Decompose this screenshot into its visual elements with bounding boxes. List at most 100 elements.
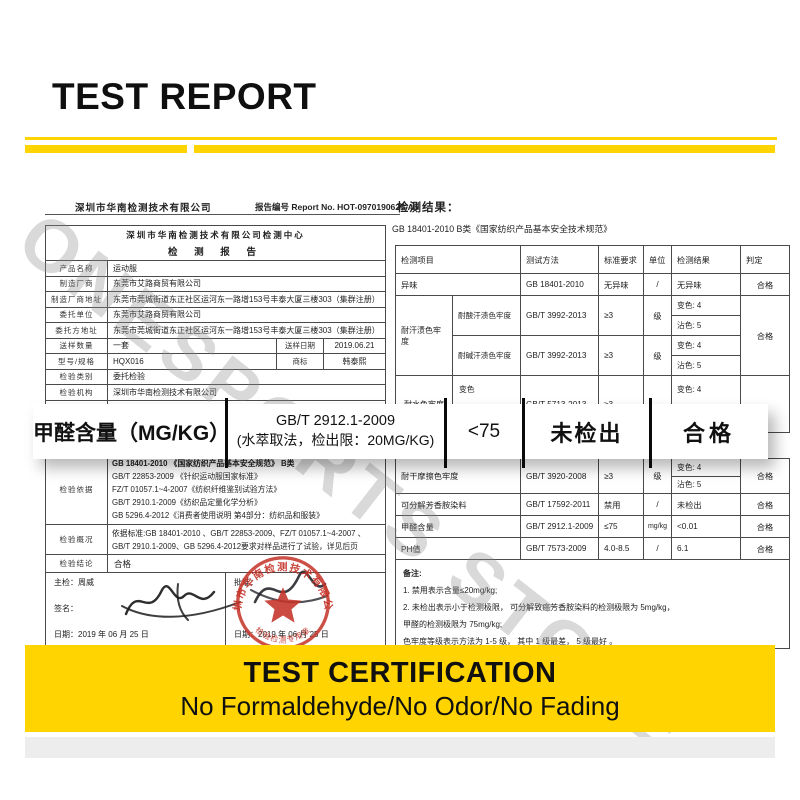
method: GB/T 3992-2013	[521, 336, 599, 375]
sign-label: 签名：	[54, 604, 78, 613]
method: GB 18401-2010	[521, 274, 599, 295]
group-subrows: 耐酸汗渍色牢度 GB/T 3992-2013 ≥3 级 变色: 4 沾色: 5 …	[453, 296, 741, 375]
banner-divider	[225, 398, 228, 468]
notes: 备注: 1. 禁用表示含量≤20mg/kg; 2. 未检出表示小于检测极限， 可…	[396, 560, 789, 648]
result: 6.1	[672, 538, 741, 559]
row-value: 一套	[113, 341, 129, 351]
accent-rule-thick-right	[194, 145, 775, 153]
report-table-header: 深圳市华南检测技术有限公司检测中心 检 测 报 告	[46, 226, 385, 261]
col-header: 单位	[644, 246, 672, 273]
banner-limit: <75	[467, 420, 501, 442]
result-row-amine: 可分解芳香胺染料 GB/T 17592-2011 禁用 / 未检出 合格	[396, 494, 789, 516]
row-value: 东莞市艾路商贸有限公司	[113, 310, 201, 320]
item: PH值	[396, 538, 521, 559]
signature-cell-left: 主检：周威 签名： 日期：2019 年 06 月 25 日	[46, 573, 226, 646]
test-center-name: 深圳市华南检测技术有限公司检测中心	[126, 229, 305, 240]
table-row: 制造厂商 东莞市艾路商贸有限公司	[46, 276, 385, 292]
approve-date: 日期：2019 年 06 月 25 日	[234, 630, 329, 639]
result-change: 变色: 4	[677, 385, 702, 395]
judgement: 合格	[756, 522, 774, 532]
basis-line: GB/T 2910.1-2009《纺织品定量化学分析》	[112, 498, 262, 507]
company-stamp-icon: 深圳市华南检测技术有限公司 检验检测专用章	[224, 544, 333, 650]
unit: mg/kg	[644, 516, 672, 537]
results-title: 检测结果：	[397, 202, 460, 214]
result-split: 变色: 4 沾色: 5	[672, 296, 741, 335]
basis-line: GB/T 22853-2009 《针织运动服国家标准》	[112, 472, 262, 481]
conclusion-value: 合格	[114, 558, 132, 569]
col-header: 检测结果	[672, 246, 741, 273]
requirement: 4.0-8.5	[599, 538, 644, 559]
report-doc-title: 检 测 报 告	[168, 246, 263, 258]
item: 耐干摩擦色牢度	[396, 459, 521, 493]
sign-date: 日期：2019 年 06 月 25 日	[54, 630, 149, 639]
banner-method-standard: GB/T 2912.1-2009	[275, 413, 396, 429]
row-value: 东莞市莞城街道东正社区运河东一路增153号丰泰大厦三楼303（集群注册）	[113, 325, 380, 335]
report-page-left: 深圳市华南检测技术有限公司 报告编号 Report No. HOT-097019…	[45, 195, 418, 650]
col-header: 测试方法	[521, 246, 599, 273]
banner-method-detail: (水萃取法，检出限：20MG/KG)	[236, 432, 435, 448]
stamp-type-text: 检验检测专用章	[254, 625, 312, 645]
item: 耐碱汗渍色牢度	[453, 336, 521, 375]
examiner-label: 主检：周威	[54, 578, 94, 587]
row-value: 东莞市莞城街道东正社区运河东一路增153号丰泰大厦三楼303（集群注册）	[113, 294, 380, 304]
col-header: 判定	[746, 255, 763, 265]
results-standard: GB 18401-2010 B类《国家纺织产品基本安全技术规范》	[392, 224, 612, 234]
results-header-row: 检测项目 测试方法 标准要求 单位 检测结果 判定	[396, 246, 789, 274]
requirement: ≥3	[599, 459, 644, 493]
row-value-2: 2019.06.21	[334, 341, 375, 351]
row-label: 制造厂商	[46, 276, 108, 291]
subrow-alkali: 耐碱汗渍色牢度 GB/T 3992-2013 ≥3 级 变色: 4 沾色: 5	[453, 336, 741, 375]
result-stain: 沾色: 5	[672, 475, 740, 494]
banner-judgement: 合格	[682, 420, 735, 446]
formaldehyde-highlight-banner: 甲醛含量（MG/KG） GB/T 2912.1-2009 (水萃取法，检出限：2…	[33, 404, 768, 459]
subrow-acid: 耐酸汗渍色牢度 GB/T 3992-2013 ≥3 级 变色: 4 沾色: 5	[453, 296, 741, 336]
result: 未检出	[672, 494, 741, 515]
result: 无异味	[672, 274, 741, 295]
row-value: 深圳市华南检测技术有限公司	[113, 387, 217, 397]
row-label: 送样数量	[46, 338, 108, 353]
row-label-2: 商标	[276, 354, 324, 369]
row-label: 检验结论	[46, 555, 108, 572]
col-header: 标准要求	[599, 246, 644, 273]
row-value: HQX016	[113, 356, 144, 366]
row-label-2: 送样日期	[276, 338, 324, 353]
table-row: 产品名称 运动服	[46, 261, 385, 277]
judgement: 合格	[756, 472, 774, 481]
method: GB/T 3920-2008	[521, 459, 599, 493]
row-label	[46, 400, 108, 406]
method: GB/T 2912.1-2009	[521, 516, 599, 537]
row-label: 产品名称	[46, 261, 108, 276]
summary-lines: 依据标准:GB 18401-2010 、GB/T 22853-2009、FZ/T…	[108, 525, 385, 554]
row-value: 东莞市艾路商贸有限公司	[113, 279, 201, 289]
note-line: 1. 禁用表示含量≤20mg/kg;	[403, 586, 498, 595]
result-row-formaldehyde: 甲醛含量 GB/T 2912.1-2009 ≤75 mg/kg <0.01 合格	[396, 516, 789, 538]
summary-line: GB/T 2910.1-2009、GB 5296.4-2012要求对样品进行了试…	[112, 542, 358, 551]
report-number: 报告编号 Report No. HOT-0970190625-A5	[255, 202, 419, 212]
lab-company-name: 深圳市华南检测技术有限公司	[75, 203, 212, 214]
result-change: 变色: 4	[677, 341, 702, 350]
result-split: 变色: 4 沾色: 5	[672, 336, 741, 375]
certification-subtitle: No Formaldehyde/No Odor/No Fading	[180, 691, 620, 721]
stamp-star-icon	[264, 587, 302, 623]
item: 甲醛含量	[396, 516, 521, 537]
header-rule	[45, 214, 400, 215]
method: GB/T 17592-2011	[521, 494, 599, 515]
svg-text:检验检测专用章: 检验检测专用章	[254, 625, 313, 645]
subitem-change: 变色	[459, 385, 475, 395]
note-line: 甲醛的检测极限为 75mg/kg;	[403, 620, 503, 629]
result-row-ph: PH值 GB/T 7573-2009 4.0-8.5 / 6.1 合格	[396, 538, 789, 560]
banner-item-name: 甲醛含量（MG/KG）	[33, 421, 231, 445]
table-row-clipped	[46, 400, 385, 406]
result-row-odor: 异味 GB 18401-2010 无异味 / 无异味 合格	[396, 274, 789, 296]
row-label: 型号/规格	[46, 354, 108, 369]
notes-label: 备注:	[403, 569, 422, 578]
summary-line: 依据标准:GB 18401-2010 、GB/T 22853-2009、FZ/T…	[112, 529, 366, 538]
judgement: 合格	[756, 544, 774, 554]
row-label: 检验依据	[46, 455, 108, 524]
row-label: 委托单位	[46, 307, 108, 322]
requirement: ≥3	[599, 296, 644, 335]
requirement: 无异味	[599, 274, 644, 295]
requirement: ≥3	[599, 336, 644, 375]
requirement: 禁用	[599, 494, 644, 515]
